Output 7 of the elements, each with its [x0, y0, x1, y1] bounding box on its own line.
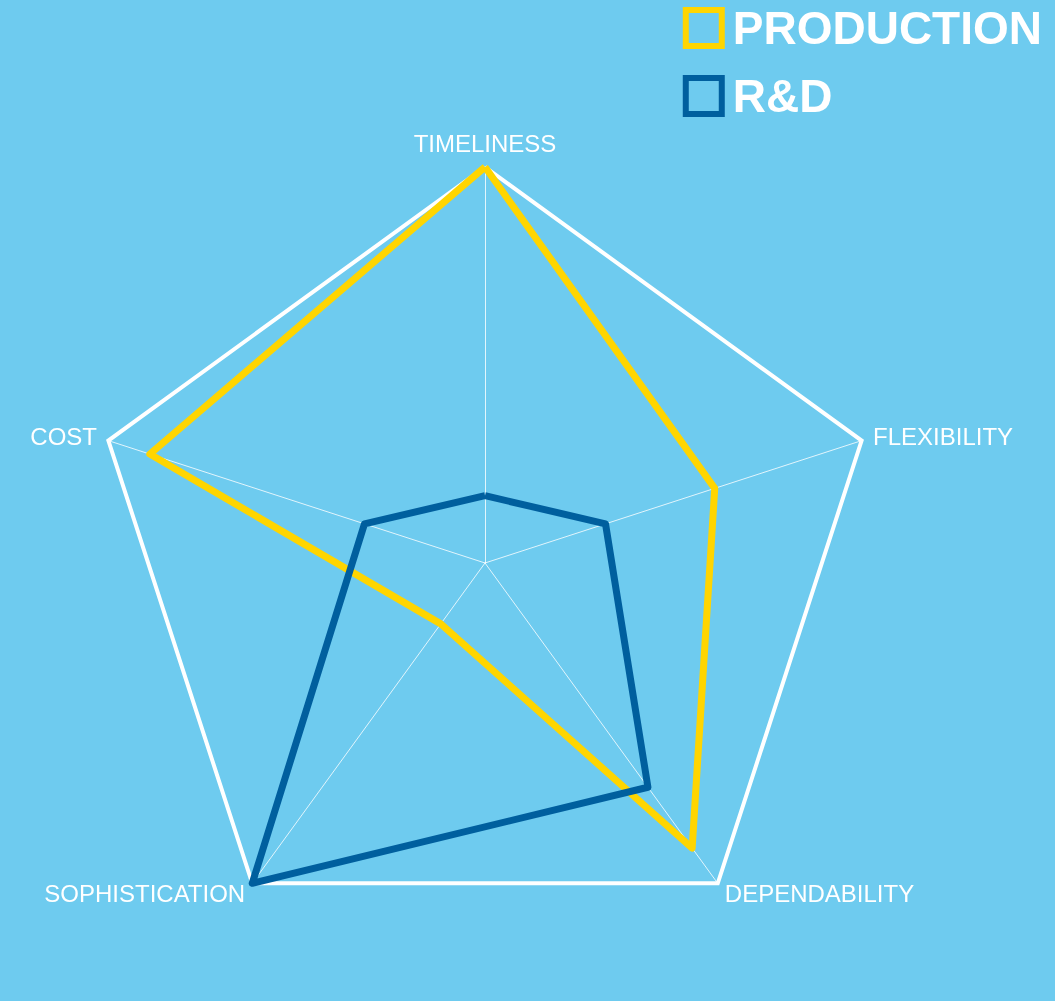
legend-label: R&D — [732, 70, 833, 122]
spoke-label: SOPHISTICATION — [44, 879, 246, 907]
spoke-label: TIMELINESS — [413, 129, 557, 157]
spoke-label: FLEXIBILITY — [873, 423, 1014, 451]
spoke-label: DEPENDABILITY — [724, 879, 915, 907]
spoke-label: COST — [30, 423, 98, 451]
legend-label: PRODUCTION — [732, 2, 1043, 54]
